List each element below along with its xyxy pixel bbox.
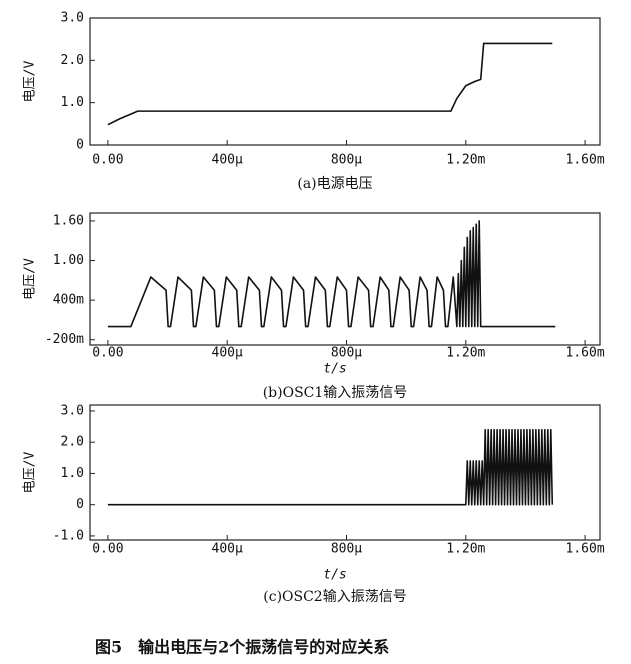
y-tick-label: 1.0	[61, 95, 84, 110]
plot-frame	[89, 212, 601, 346]
y-tick-label: 400m	[53, 293, 84, 308]
x-axis-label: t/s	[323, 362, 346, 377]
x-axis-label: t/s	[323, 568, 346, 583]
y-axis-label: 电压/V	[23, 258, 38, 300]
x-tick-label: 1.20m	[446, 153, 485, 168]
x-tick-label: 0.00	[92, 346, 123, 361]
figure-caption: 图5 输出电压与2个振荡信号的对应关系	[95, 638, 389, 657]
subplot-caption: (b)OSC1输入振荡信号	[263, 385, 408, 401]
x-tick-label: 1.20m	[446, 346, 485, 361]
y-tick-label: 3.0	[61, 403, 84, 418]
x-tick-label: 400μ	[212, 346, 243, 361]
signal-line	[107, 42, 553, 126]
subplot-caption: (a)电源电压	[297, 176, 372, 192]
x-tick-label: 800μ	[331, 542, 362, 557]
signal-line	[107, 428, 554, 506]
x-tick-label: 1.60m	[566, 346, 605, 361]
subplot-caption: (c)OSC2输入振荡信号	[263, 589, 406, 605]
x-tick-label: 800μ	[331, 153, 362, 168]
y-axis-label: 电压/V	[23, 61, 38, 103]
x-tick-label: 1.60m	[566, 542, 605, 557]
y-tick-label: 0	[76, 138, 84, 153]
x-tick-label: 400μ	[212, 542, 243, 557]
y-tick-label: -200m	[45, 332, 84, 347]
y-tick-label: 0	[76, 497, 84, 512]
y-tick-label: 1.00	[53, 253, 84, 268]
y-axis-label: 电压/V	[23, 452, 38, 494]
x-tick-label: 400μ	[212, 153, 243, 168]
y-tick-label: 2.0	[61, 53, 84, 68]
x-tick-label: 800μ	[331, 346, 362, 361]
plot-frame	[89, 404, 601, 541]
x-tick-label: 0.00	[92, 542, 123, 557]
y-tick-label: 1.0	[61, 466, 84, 481]
x-tick-label: 0.00	[92, 153, 123, 168]
y-tick-label: 1.60	[53, 213, 84, 228]
y-tick-label: 3.0	[61, 11, 84, 26]
y-tick-label: 2.0	[61, 435, 84, 450]
plot-frame	[89, 17, 601, 146]
x-tick-label: 1.20m	[446, 542, 485, 557]
x-tick-label: 1.60m	[566, 153, 605, 168]
y-tick-label: -1.0	[53, 528, 84, 543]
signal-line	[107, 220, 556, 328]
